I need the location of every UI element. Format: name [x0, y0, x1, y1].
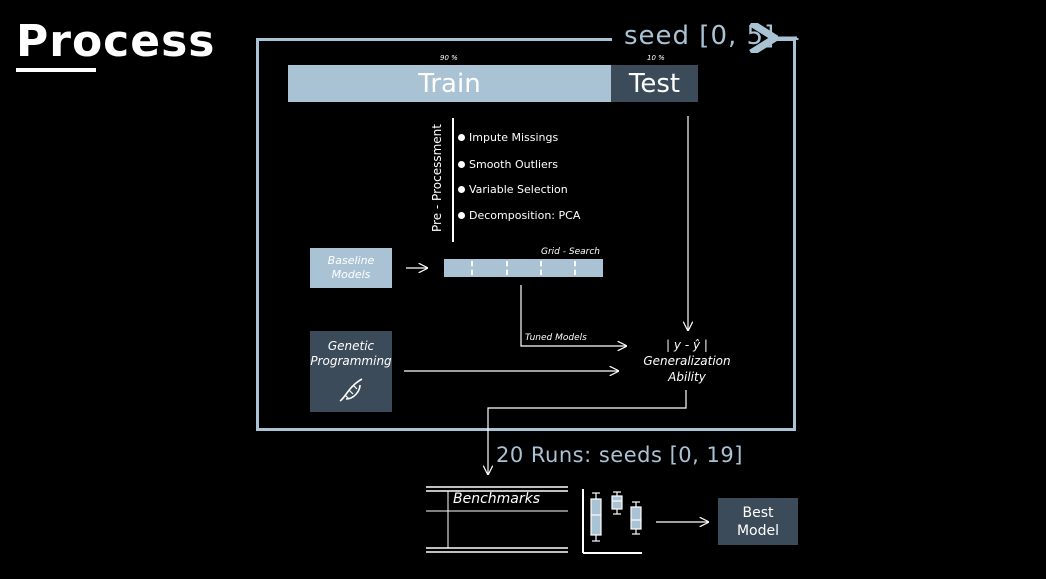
grid-search-divider: [574, 261, 576, 275]
eval-to-runs-arrow: [488, 390, 687, 474]
genetic-programming-box: Genetic Programming: [310, 331, 392, 412]
bullet-icon: [458, 212, 465, 219]
baseline-line1: Baseline: [327, 254, 375, 267]
grid-search-divider: [506, 261, 508, 275]
generalization-line1: Generalization: [643, 354, 731, 368]
best-line1: Best: [742, 504, 774, 521]
tuned-models-label: Tuned Models: [525, 333, 587, 343]
train-percent: 90 %: [440, 54, 458, 62]
boxplot: [630, 501, 642, 535]
preprocessing-step: Impute Missings: [458, 131, 558, 144]
test-label: Test: [628, 68, 681, 99]
baseline-line2: Models: [331, 268, 371, 281]
generalization-line2: Ability: [668, 370, 706, 384]
preprocessing-step: Decomposition: PCA: [458, 209, 580, 222]
runs-label: 20 Runs: seeds [0, 19]: [496, 443, 743, 467]
preprocessing-step: Variable Selection: [458, 183, 568, 196]
bullet-icon: [458, 186, 465, 193]
error-formula: | y - ŷ |: [666, 338, 708, 352]
tuned-models-arrow: [520, 285, 626, 346]
baseline-models-box: Baseline Models: [310, 248, 392, 288]
seed-loop-frame: [256, 38, 796, 431]
generalization-ability-label: | y - ŷ | Generalization Ability: [632, 337, 742, 385]
test-percent: 10 %: [647, 54, 665, 62]
best-model-box: Best Model: [718, 498, 798, 545]
boxplot: [611, 491, 623, 515]
grid-search-bar: [444, 259, 603, 277]
gp-line2: Programming: [310, 354, 392, 368]
train-label: Train: [418, 68, 481, 99]
preprocessing-step: Smooth Outliers: [458, 158, 558, 171]
boxplot: [590, 492, 602, 542]
benchmarks-label: Benchmarks: [453, 491, 541, 507]
grid-search-divider: [471, 261, 473, 275]
bullet-icon: [458, 161, 465, 168]
preprocessing-divider: [452, 118, 454, 242]
page-title: Process: [16, 16, 216, 67]
dna-icon: [339, 378, 363, 402]
grid-search-label: Grid - Search: [541, 247, 600, 257]
test-bar: Test: [611, 65, 698, 102]
bullet-icon: [458, 134, 465, 141]
best-line2: Model: [736, 522, 780, 539]
grid-search-divider: [540, 261, 542, 275]
title-underline: [16, 68, 96, 72]
loop-frame-gap: [612, 30, 770, 48]
train-bar: Train: [288, 65, 611, 102]
gp-line1: Genetic: [327, 339, 375, 353]
